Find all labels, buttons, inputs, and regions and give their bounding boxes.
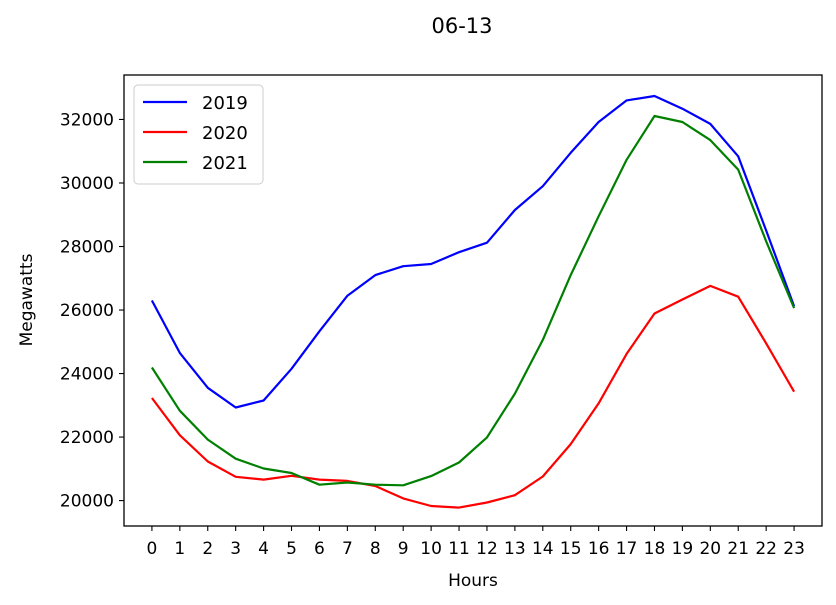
y-tick-label: 28000 [60, 238, 114, 258]
x-tick-label: 23 [783, 539, 805, 559]
series-line-2019 [150, 94, 796, 409]
x-tick-label: 22 [755, 539, 777, 559]
chart-title: 06-13 [431, 14, 492, 38]
y-tick-label: 20000 [60, 492, 114, 512]
x-tick-label: 13 [504, 539, 526, 559]
x-tick-label: 19 [672, 539, 694, 559]
x-tick-label: 18 [644, 539, 666, 559]
x-tick-label: 11 [448, 539, 470, 559]
y-tick-label: 32000 [60, 110, 114, 130]
x-tick-label: 21 [727, 539, 749, 559]
series-line-2020 [151, 284, 796, 509]
x-tick-label: 10 [420, 539, 442, 559]
x-tick-label: 7 [342, 539, 353, 559]
plot-lines [150, 94, 796, 509]
x-tick-label: 3 [230, 539, 241, 559]
y-axis-label: Megawatts [17, 253, 37, 346]
x-tick-label: 12 [476, 539, 498, 559]
y-tick-label: 30000 [60, 174, 114, 194]
x-tick-label: 8 [370, 539, 381, 559]
plot-frame [123, 74, 823, 527]
x-tick-label: 15 [560, 539, 582, 559]
x-tick-label: 17 [616, 539, 638, 559]
legend-label-2021: 2021 [202, 153, 248, 174]
x-tick-label: 5 [286, 539, 297, 559]
y-tick-label: 24000 [60, 365, 114, 385]
legend-box [133, 84, 264, 185]
x-tick-label: 20 [699, 539, 721, 559]
legend-label-2020: 2020 [202, 123, 248, 144]
x-tick-label: 1 [174, 539, 185, 559]
x-tick-label: 16 [588, 539, 610, 559]
legend-label-2019: 2019 [202, 93, 248, 114]
x-tick-label: 4 [258, 539, 269, 559]
x-tick-label: 0 [147, 539, 158, 559]
y-tick-label: 22000 [60, 428, 114, 448]
x-tick-label: 6 [314, 539, 325, 559]
legend: 2019 2020 2021 [133, 84, 264, 185]
y-tick-label: 26000 [60, 301, 114, 321]
x-tick-label: 2 [202, 539, 213, 559]
x-tick-label: 9 [398, 539, 409, 559]
x-axis: 0 1 2 3 4 5 6 7 8 9 10 11 12 13 14 15 16 17 18 19 20 21 22 23 [147, 526, 805, 559]
x-tick-label: 14 [532, 539, 554, 559]
series-line-2021 [150, 114, 796, 487]
x-axis-label: Hours [448, 571, 498, 591]
y-axis: 20000 22000 24000 26000 28000 30000 32000 [60, 110, 124, 512]
